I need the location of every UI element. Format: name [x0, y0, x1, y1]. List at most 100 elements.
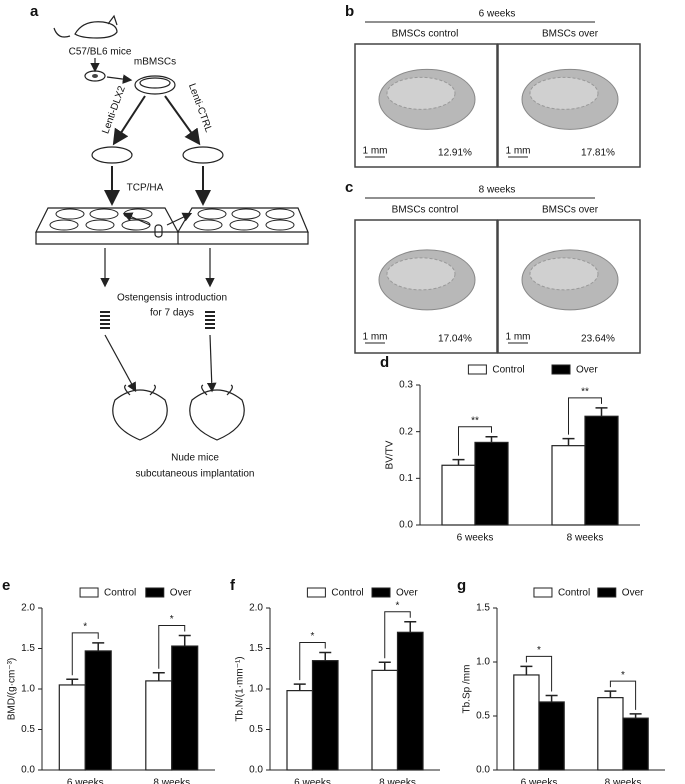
x-tick-label: 6 weeks — [521, 778, 558, 784]
y-tick-label: 1.5 — [21, 643, 35, 654]
legend-swatch — [597, 587, 617, 598]
x-tick-label: 6 weeks — [457, 533, 494, 544]
diagram-text: for 7 days — [150, 308, 194, 319]
y-tick-label: 1.5 — [249, 643, 263, 654]
bar — [584, 415, 619, 526]
legend-label: Control — [558, 588, 590, 599]
dish-icon — [182, 146, 224, 164]
panel-label: b — [345, 3, 354, 20]
bar — [441, 464, 476, 526]
y-tick-label: 0.1 — [399, 473, 413, 484]
spring-icon — [205, 311, 215, 329]
diagram-text: Lenti-CTRL — [186, 82, 214, 134]
dish-icon — [134, 75, 176, 95]
y-tick-label: 0.3 — [399, 380, 413, 391]
error-bar — [520, 665, 533, 675]
significance-bracket — [299, 642, 326, 681]
arrow — [206, 334, 217, 393]
scale-label: 1 mm — [363, 146, 388, 157]
significance-label: * — [396, 600, 400, 611]
error-bar — [293, 683, 306, 691]
error-bar — [562, 437, 575, 446]
micro-ct-scan — [529, 76, 599, 110]
legend-label: Over — [170, 588, 192, 599]
panel-title: 6 weeks — [479, 9, 516, 20]
y-axis-label: BMD/(g·cm⁻³) — [7, 658, 18, 721]
significance-bracket — [609, 680, 637, 710]
legend-swatch — [533, 587, 553, 598]
error-bar — [92, 642, 105, 651]
percent-label: 17.81% — [581, 148, 615, 159]
arrow — [106, 74, 133, 84]
error-bar — [629, 713, 642, 719]
significance-label: ** — [581, 387, 589, 398]
wells — [49, 208, 295, 231]
error-bar — [378, 661, 391, 671]
error-bar — [452, 458, 465, 466]
legend-label: Control — [104, 588, 136, 599]
plate-icon — [176, 207, 309, 245]
y-tick-label: 0.0 — [399, 520, 413, 531]
x-tick-label: 8 weeks — [605, 778, 642, 784]
bar — [58, 684, 86, 771]
bar — [597, 697, 624, 771]
cell-icon — [84, 70, 106, 82]
arrow — [164, 95, 201, 146]
diagram-text: TCP/HA — [127, 183, 164, 194]
bar — [474, 441, 509, 526]
arrow — [166, 212, 193, 226]
legend-label: Over — [576, 365, 598, 376]
x-tick-label: 8 weeks — [379, 778, 416, 784]
significance-label: * — [621, 670, 625, 681]
panel-label: d — [380, 354, 389, 371]
bar — [311, 660, 339, 771]
error-bar — [545, 694, 558, 702]
scale-label: 1 mm — [363, 332, 388, 343]
x-tick-label: 6 weeks — [294, 778, 331, 784]
bar — [538, 701, 565, 771]
dish-icon — [91, 146, 133, 164]
significance-bracket — [458, 426, 492, 456]
y-tick-label: 1.0 — [249, 684, 263, 695]
cell-icon — [92, 74, 98, 78]
arrow — [112, 95, 146, 146]
image-panels: b 6 weeks BMSCs control BMSCs over 1 mm 12.91… — [345, 3, 641, 354]
column-title: BMSCs control — [392, 205, 459, 216]
y-tick-label: 1.0 — [476, 657, 490, 668]
diagram-text: Nude mice — [171, 453, 219, 464]
significance-bracket — [71, 632, 99, 676]
y-tick-label: 0.5 — [21, 724, 35, 735]
error-bar — [178, 634, 191, 647]
significance-label: ** — [471, 415, 479, 426]
y-tick-label: 1.0 — [21, 684, 35, 695]
y-tick-label: 2.0 — [249, 603, 263, 614]
error-bar — [66, 678, 79, 685]
legend-swatch — [551, 364, 571, 375]
legend-label: Over — [396, 588, 418, 599]
dish-icon — [139, 77, 171, 89]
percent-label: 12.91% — [438, 148, 472, 159]
significance-bracket — [384, 611, 411, 659]
bar — [145, 680, 173, 771]
legend-label: Over — [622, 588, 644, 599]
percent-label: 17.04% — [438, 334, 472, 345]
legend-swatch — [306, 587, 326, 598]
legend-label: Control — [492, 365, 524, 376]
y-tick-label: 0.5 — [249, 724, 263, 735]
panel-label: e — [2, 577, 10, 594]
y-axis-label: Tb.Sp /mm — [462, 665, 473, 714]
bar — [371, 669, 399, 771]
legend-swatch — [79, 587, 99, 598]
bar — [513, 674, 540, 771]
scaffold-icon — [154, 224, 163, 238]
y-axis-label: BV/TV — [385, 440, 396, 469]
bar — [171, 645, 199, 771]
panel-label: g — [457, 577, 466, 594]
bar — [84, 650, 112, 771]
plate-icon — [35, 207, 180, 245]
column-title: BMSCs control — [392, 29, 459, 40]
significance-bracket — [525, 655, 553, 692]
legend-label: Control — [331, 588, 363, 599]
arrow — [122, 212, 151, 226]
